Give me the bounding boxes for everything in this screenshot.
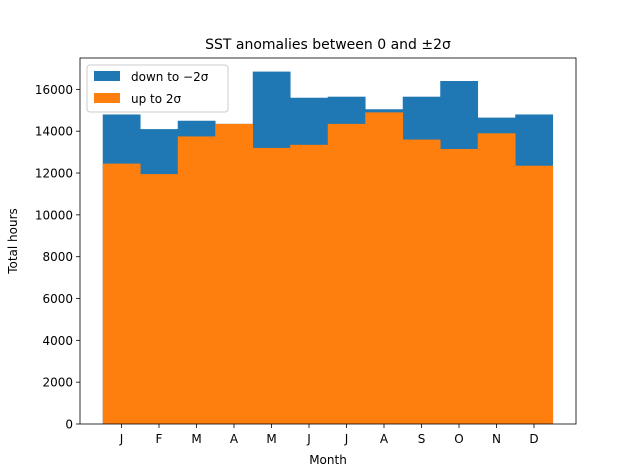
x-tick-label-10: N bbox=[492, 432, 501, 446]
bar-series1-10 bbox=[477, 133, 516, 424]
bar-series1-5 bbox=[290, 144, 329, 424]
y-tick-label-5: 10000 bbox=[35, 208, 73, 222]
bar-series1-7 bbox=[365, 112, 404, 425]
x-tick-label-6: J bbox=[344, 432, 349, 446]
legend-swatch-down bbox=[94, 71, 120, 81]
bar-series1-3 bbox=[215, 123, 254, 424]
x-tick-label-8: S bbox=[418, 432, 426, 446]
x-tick-label-0: J bbox=[119, 432, 124, 446]
legend: down to −2σ up to 2σ bbox=[86, 64, 229, 113]
y-tick-label-6: 12000 bbox=[35, 167, 73, 181]
y-axis-ticks: 0 2000 4000 6000 8000 10000 12000 14000 16000 bbox=[35, 83, 80, 432]
y-tick-label-8: 16000 bbox=[35, 83, 73, 97]
plot-frame bbox=[79, 57, 577, 425]
bar-series1-4 bbox=[252, 147, 291, 424]
y-tick-label-3: 6000 bbox=[42, 292, 73, 306]
bar-series1-9 bbox=[440, 148, 479, 424]
bar-series1-2 bbox=[177, 136, 216, 424]
y-tick-label-2: 4000 bbox=[42, 334, 73, 348]
x-tick-label-1: F bbox=[156, 432, 163, 446]
x-tick-label-2: M bbox=[191, 432, 201, 446]
x-axis-label: Month bbox=[309, 453, 347, 467]
bar-series1-0 bbox=[102, 163, 141, 425]
bars-group bbox=[102, 71, 554, 425]
chart-title: SST anomalies between 0 and ±2σ bbox=[205, 37, 451, 53]
legend-label-up: up to 2σ bbox=[131, 92, 182, 106]
bar-series1-11 bbox=[515, 165, 554, 425]
legend-label-down: down to −2σ bbox=[131, 70, 209, 84]
bar-series1-6 bbox=[327, 123, 366, 424]
y-tick-label-4: 8000 bbox=[42, 250, 73, 264]
legend-swatch-up bbox=[94, 93, 120, 103]
bar-series1-1 bbox=[140, 174, 179, 424]
legend-box bbox=[86, 64, 229, 113]
x-tick-label-5: J bbox=[306, 432, 311, 446]
y-tick-label-1: 2000 bbox=[42, 376, 73, 390]
x-tick-label-9: O bbox=[454, 432, 463, 446]
y-axis-label: Total hours bbox=[6, 208, 20, 275]
x-tick-label-4: M bbox=[266, 432, 276, 446]
bar-series1-8 bbox=[402, 139, 441, 424]
x-tick-label-3: A bbox=[230, 432, 239, 446]
y-tick-label-7: 14000 bbox=[35, 125, 73, 139]
x-tick-label-7: A bbox=[380, 432, 389, 446]
y-tick-label-0: 0 bbox=[65, 418, 73, 432]
x-tick-label-11: D bbox=[529, 432, 538, 446]
